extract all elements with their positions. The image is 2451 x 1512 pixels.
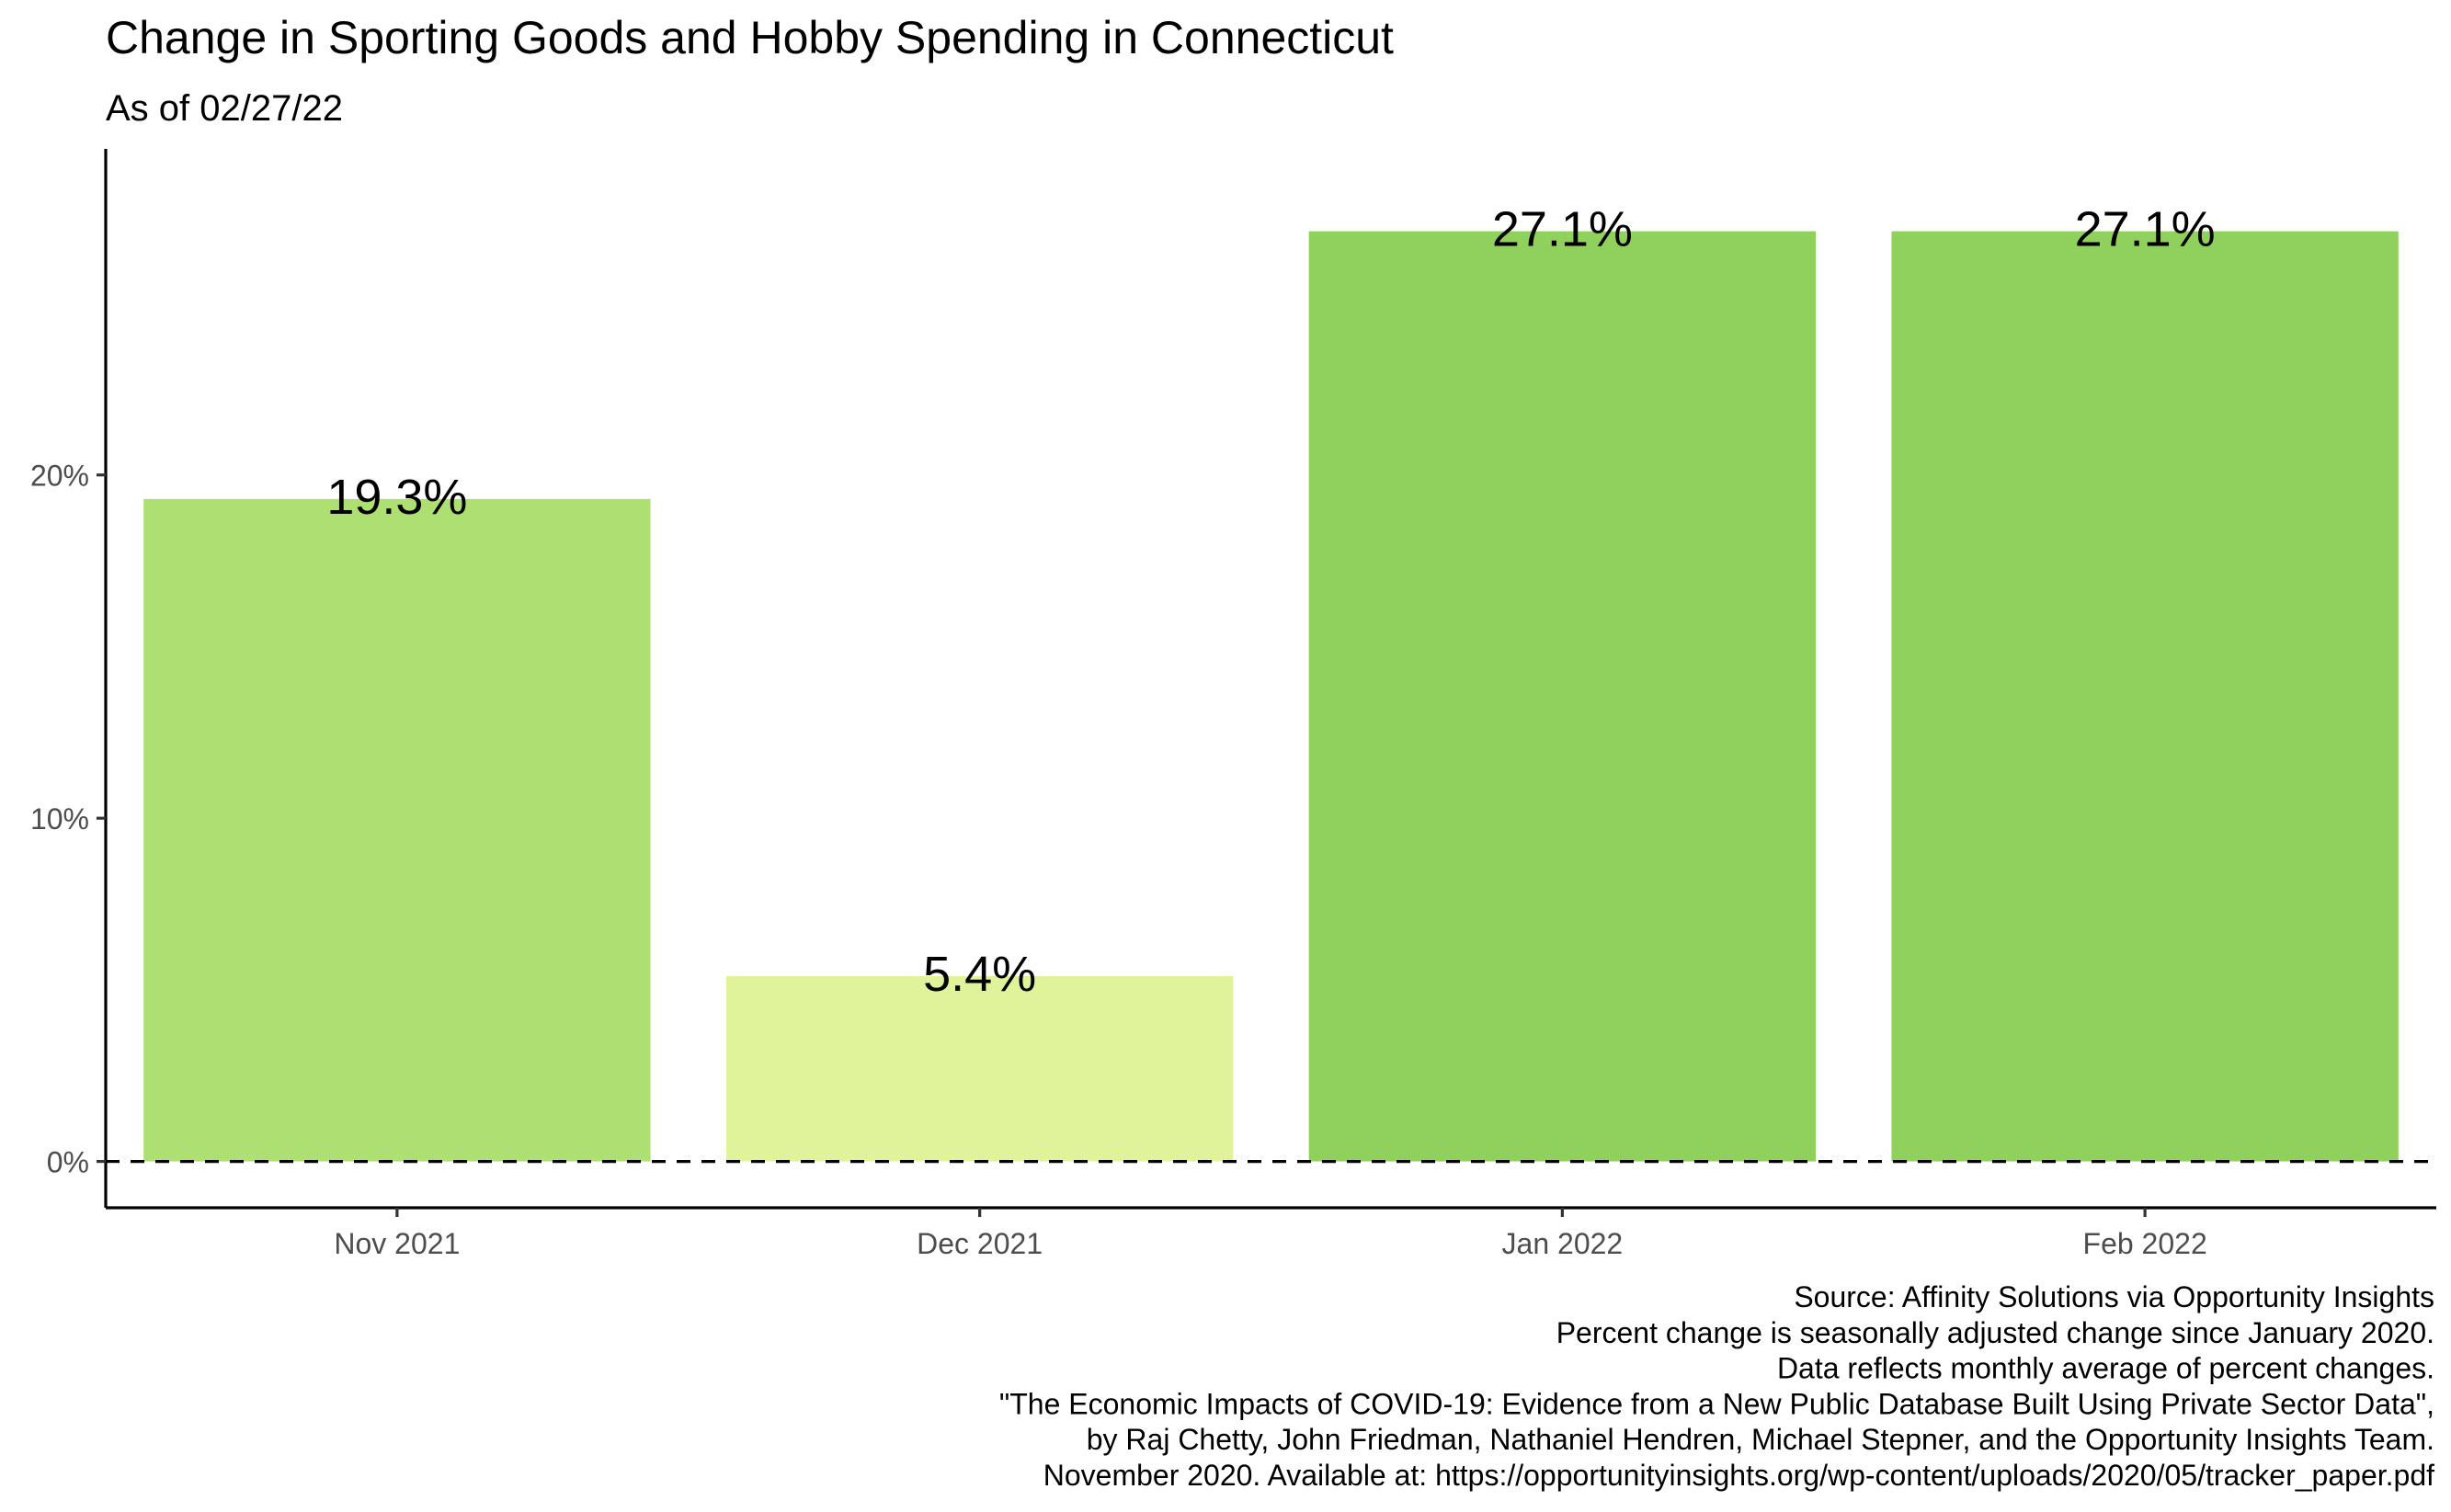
data-label-3: 27.1% xyxy=(2075,202,2216,257)
plot-area: 19.3% 5.4% 27.1% 27.1% 0% 10% 20% Nov 2021 Dec 2… xyxy=(30,149,2436,1260)
chart-title: Change in Sporting Goods and Hobby Spend… xyxy=(106,12,1394,63)
data-label-0: 19.3% xyxy=(326,470,467,525)
x-tick-label-3: Feb 2022 xyxy=(2083,1227,2207,1260)
bar-0 xyxy=(143,498,651,1162)
y-tick-label-0: 0% xyxy=(47,1146,89,1179)
x-tick-label-0: Nov 2021 xyxy=(334,1227,460,1260)
bar-2 xyxy=(1308,231,1817,1162)
caption-line-3: "The Economic Impacts of COVID-19: Evide… xyxy=(999,1387,2434,1420)
x-tick-label-1: Dec 2021 xyxy=(917,1227,1043,1260)
bar-1 xyxy=(725,975,1234,1162)
data-label-1: 5.4% xyxy=(923,947,1036,1002)
x-tick-label-2: Jan 2022 xyxy=(1502,1227,1624,1260)
y-tick-label-2: 20% xyxy=(30,460,89,493)
chart-caption: Source: Affinity Solutions via Opportuni… xyxy=(999,1280,2434,1492)
data-label-2: 27.1% xyxy=(1492,202,1633,257)
caption-line-2: Data reflects monthly average of percent… xyxy=(1777,1352,2434,1385)
bar-3 xyxy=(1891,231,2399,1162)
chart-subtitle: As of 02/27/22 xyxy=(106,88,343,129)
caption-line-4: by Raj Chetty, John Friedman, Nathaniel … xyxy=(1087,1423,2434,1456)
caption-line-0: Source: Affinity Solutions via Opportuni… xyxy=(1794,1280,2434,1313)
caption-line-5: November 2020. Available at: https://opp… xyxy=(1043,1459,2434,1492)
y-tick-label-1: 10% xyxy=(30,802,89,836)
caption-line-1: Percent change is seasonally adjusted ch… xyxy=(1556,1316,2434,1349)
